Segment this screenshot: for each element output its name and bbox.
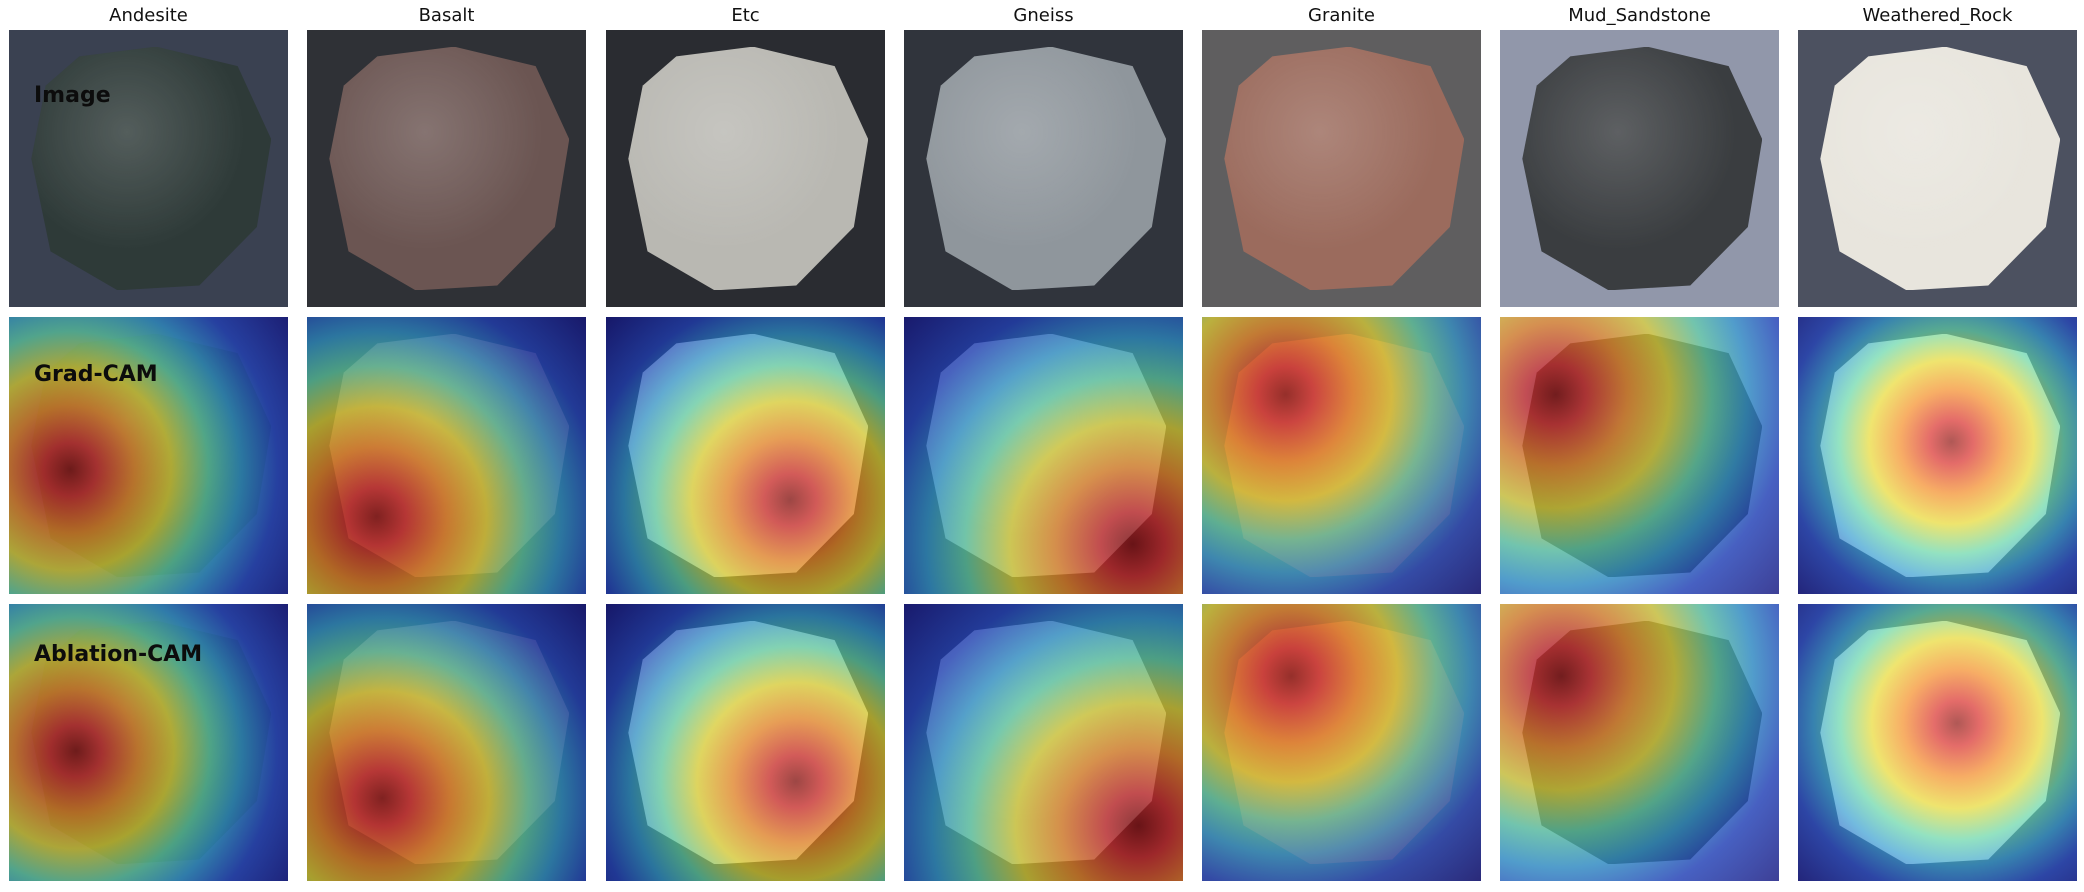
heatmap-overlay	[307, 604, 586, 881]
heatmap-overlay	[606, 317, 885, 594]
heatmap-overlay	[1500, 317, 1779, 594]
image-panel-andesite	[9, 30, 288, 307]
heatmap-overlay	[904, 604, 1183, 881]
heatmap-overlay	[9, 317, 288, 594]
row-label-image: Image	[34, 83, 111, 108]
rock-sample	[31, 46, 272, 291]
ablation-cam-panel-etc	[606, 604, 885, 881]
ablation-cam-panel-weathered-rock	[1798, 604, 2077, 881]
grad-cam-panel-weathered-rock	[1798, 317, 2077, 594]
rock-sample	[1522, 46, 1763, 291]
column-title-mud-sandstone: Mud_Sandstone	[1568, 5, 1711, 26]
column-title-weathered-rock: Weathered_Rock	[1862, 5, 2013, 26]
ablation-cam-panel-mud-sandstone	[1500, 604, 1779, 881]
grad-cam-panel-basalt	[307, 317, 586, 594]
ablation-cam-panel-granite	[1202, 604, 1481, 881]
heatmap-overlay	[1202, 604, 1481, 881]
ablation-cam-panel-basalt	[307, 604, 586, 881]
rock-sample	[926, 46, 1167, 291]
heatmap-overlay	[1202, 317, 1481, 594]
image-panel-basalt	[307, 30, 586, 307]
column-title-granite: Granite	[1308, 5, 1375, 26]
grad-cam-panel-granite	[1202, 317, 1481, 594]
rock-sample	[1224, 46, 1465, 291]
rock-sample	[1820, 46, 2061, 291]
heatmap-overlay	[904, 317, 1183, 594]
grad-cam-panel-andesite	[9, 317, 288, 594]
grad-cam-panel-mud-sandstone	[1500, 317, 1779, 594]
heatmap-overlay	[1798, 604, 2077, 881]
heatmap-overlay	[1798, 317, 2077, 594]
image-panel-gneiss	[904, 30, 1183, 307]
row-label-grad-cam: Grad-CAM	[34, 362, 158, 387]
image-panel-mud-sandstone	[1500, 30, 1779, 307]
row-label-ablation-cam: Ablation-CAM	[34, 642, 203, 667]
column-title-etc: Etc	[731, 5, 760, 26]
grad-cam-panel-gneiss	[904, 317, 1183, 594]
image-panel-weathered-rock	[1798, 30, 2077, 307]
rock-sample	[628, 46, 869, 291]
column-title-basalt: Basalt	[418, 5, 475, 26]
ablation-cam-panel-gneiss	[904, 604, 1183, 881]
heatmap-overlay	[9, 604, 288, 881]
image-panel-etc	[606, 30, 885, 307]
heatmap-overlay	[307, 317, 586, 594]
column-title-andesite: Andesite	[109, 5, 188, 26]
image-panel-granite	[1202, 30, 1481, 307]
ablation-cam-panel-andesite	[9, 604, 288, 881]
rock-sample	[329, 46, 570, 291]
grad-cam-panel-etc	[606, 317, 885, 594]
column-title-gneiss: Gneiss	[1013, 5, 1074, 26]
heatmap-overlay	[1500, 604, 1779, 881]
heatmap-overlay	[606, 604, 885, 881]
